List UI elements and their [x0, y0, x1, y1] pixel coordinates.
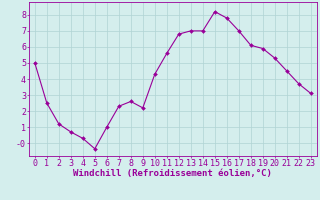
X-axis label: Windchill (Refroidissement éolien,°C): Windchill (Refroidissement éolien,°C) [73, 169, 272, 178]
